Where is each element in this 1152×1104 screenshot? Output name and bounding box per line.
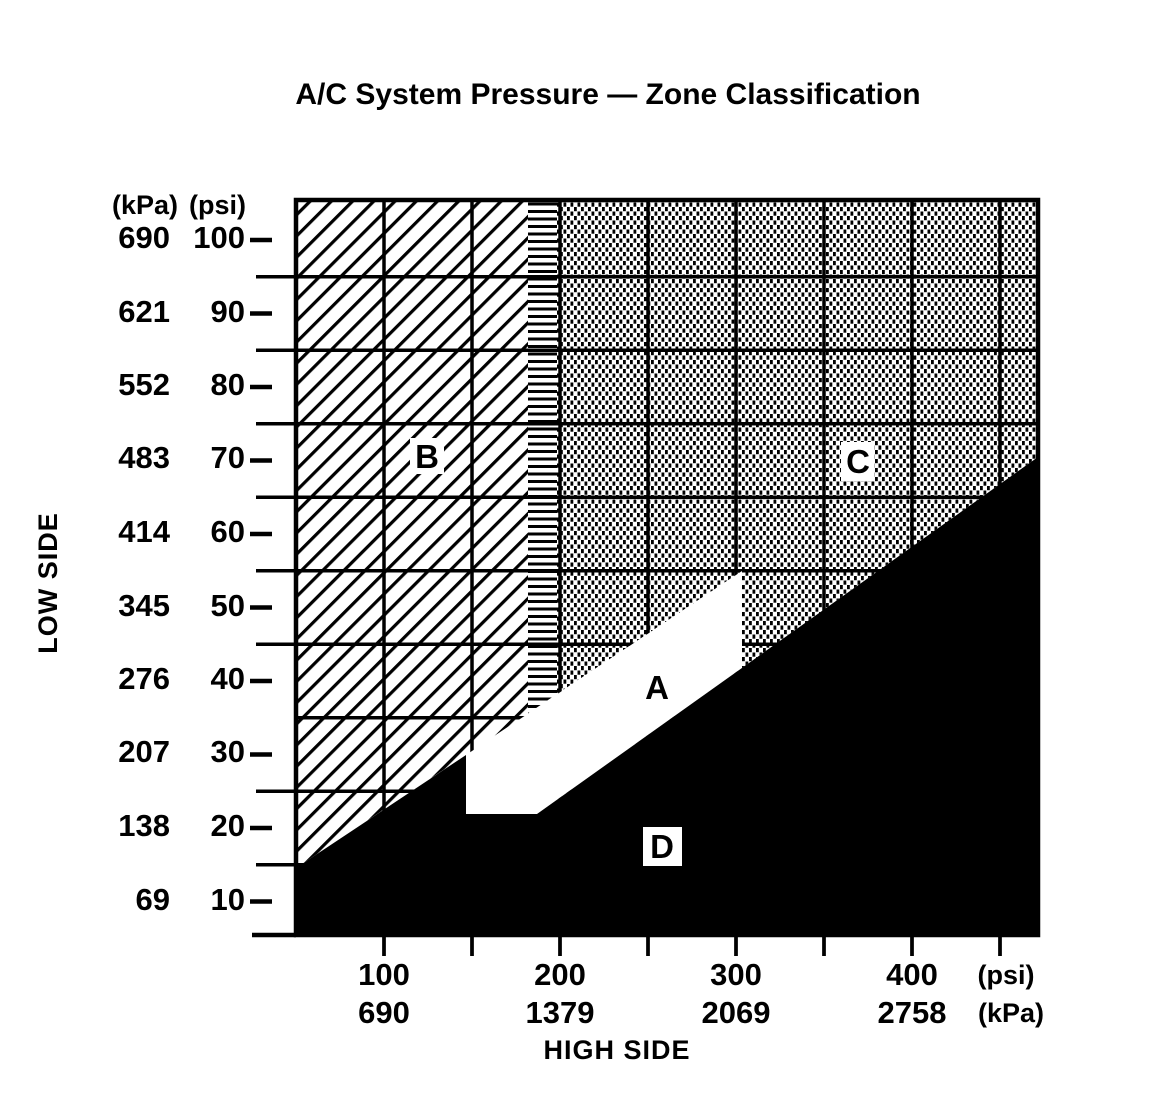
y-axis-psi-header: (psi) [189,190,246,220]
y-tick-row: 621 90 [118,294,272,329]
y-kpa-label: 207 [118,734,170,769]
x-kpa-label: 690 [358,995,410,1030]
y-tick-row: 138 20 [118,808,272,843]
x-kpa-unit: (kPa) [978,998,1044,1028]
zone-label-c-text: C [846,443,870,480]
y-kpa-label: 138 [118,808,170,843]
y-kpa-label: 276 [118,661,170,696]
y-psi-label: 10 [211,882,245,917]
chart-title: A/C System Pressure — Zone Classificatio… [295,78,920,111]
zone-b-region [296,200,528,868]
y-tick-row: 690 100 [118,220,272,255]
zone-label-b-text: B [415,438,439,475]
y-psi-label: 50 [211,588,245,623]
y-psi-label: 80 [211,367,245,402]
x-kpa-label: 1379 [526,995,595,1030]
y-kpa-label: 414 [118,514,170,549]
x-kpa-labels: 690 1379 2069 2758 (kPa) [358,995,1044,1030]
x-kpa-label: 2069 [702,995,771,1030]
y-tick-row: 207 30 [118,734,272,769]
x-psi-label: 300 [710,957,762,992]
y-kpa-label: 483 [118,440,170,475]
y-psi-label: 100 [193,220,245,255]
zone-label-a: A [645,669,669,706]
zone-label-d: D [643,827,682,866]
y-tick-row: 69 10 [136,882,272,917]
x-kpa-label: 2758 [878,995,947,1030]
x-psi-label: 200 [534,957,586,992]
y-psi-label: 40 [211,661,245,696]
y-psi-label: 90 [211,294,245,329]
x-psi-labels: 100 200 300 400 (psi) [358,957,1034,992]
zone-label-d-box [643,827,682,866]
zone-label-d-text: D [650,828,674,865]
y-kpa-label: 69 [136,882,170,917]
plot-border [293,197,1041,938]
y-psi-label: 70 [211,440,245,475]
y-tick-row: 276 40 [118,661,272,696]
y-psi-label: 20 [211,808,245,843]
x-axis: 100 200 300 400 (psi) 690 1379 2069 2758… [358,935,1044,1065]
y-psi-label: 60 [211,514,245,549]
zone-label-c-box [841,442,874,481]
y-axis-kpa-header: (kPa) [112,190,178,220]
x-psi-unit: (psi) [978,960,1035,990]
y-axis-title: LOW SIDE [33,512,63,654]
y-tick-row: 483 70 [118,440,272,475]
x-psi-label: 100 [358,957,410,992]
zone-d-region [296,457,1038,935]
zone-label-a-text: A [645,669,669,706]
x-axis-title: HIGH SIDE [543,1035,690,1065]
zone-label-b-box [410,438,444,474]
y-psi-label: 30 [211,734,245,769]
y-kpa-label: 345 [118,588,170,623]
zone-label-c: C [841,442,874,481]
y-kpa-label: 552 [118,367,170,402]
y-tick-row: 414 60 [118,514,272,549]
x-tick-marks [382,935,1002,956]
zone-a-region [466,571,742,814]
zone-label-b: B [410,438,444,475]
y-axis: (kPa) (psi) 690 100 621 90 552 80 483 70 [33,190,272,917]
x-psi-label: 400 [886,957,938,992]
y-tick-row: 345 50 [118,588,272,623]
y-kpa-label: 690 [118,220,170,255]
zone-bc-transition-strip [528,200,557,714]
zone-c-region [557,200,1038,694]
y-tick-row: 552 80 [118,367,272,402]
y-kpa-label: 621 [118,294,170,329]
